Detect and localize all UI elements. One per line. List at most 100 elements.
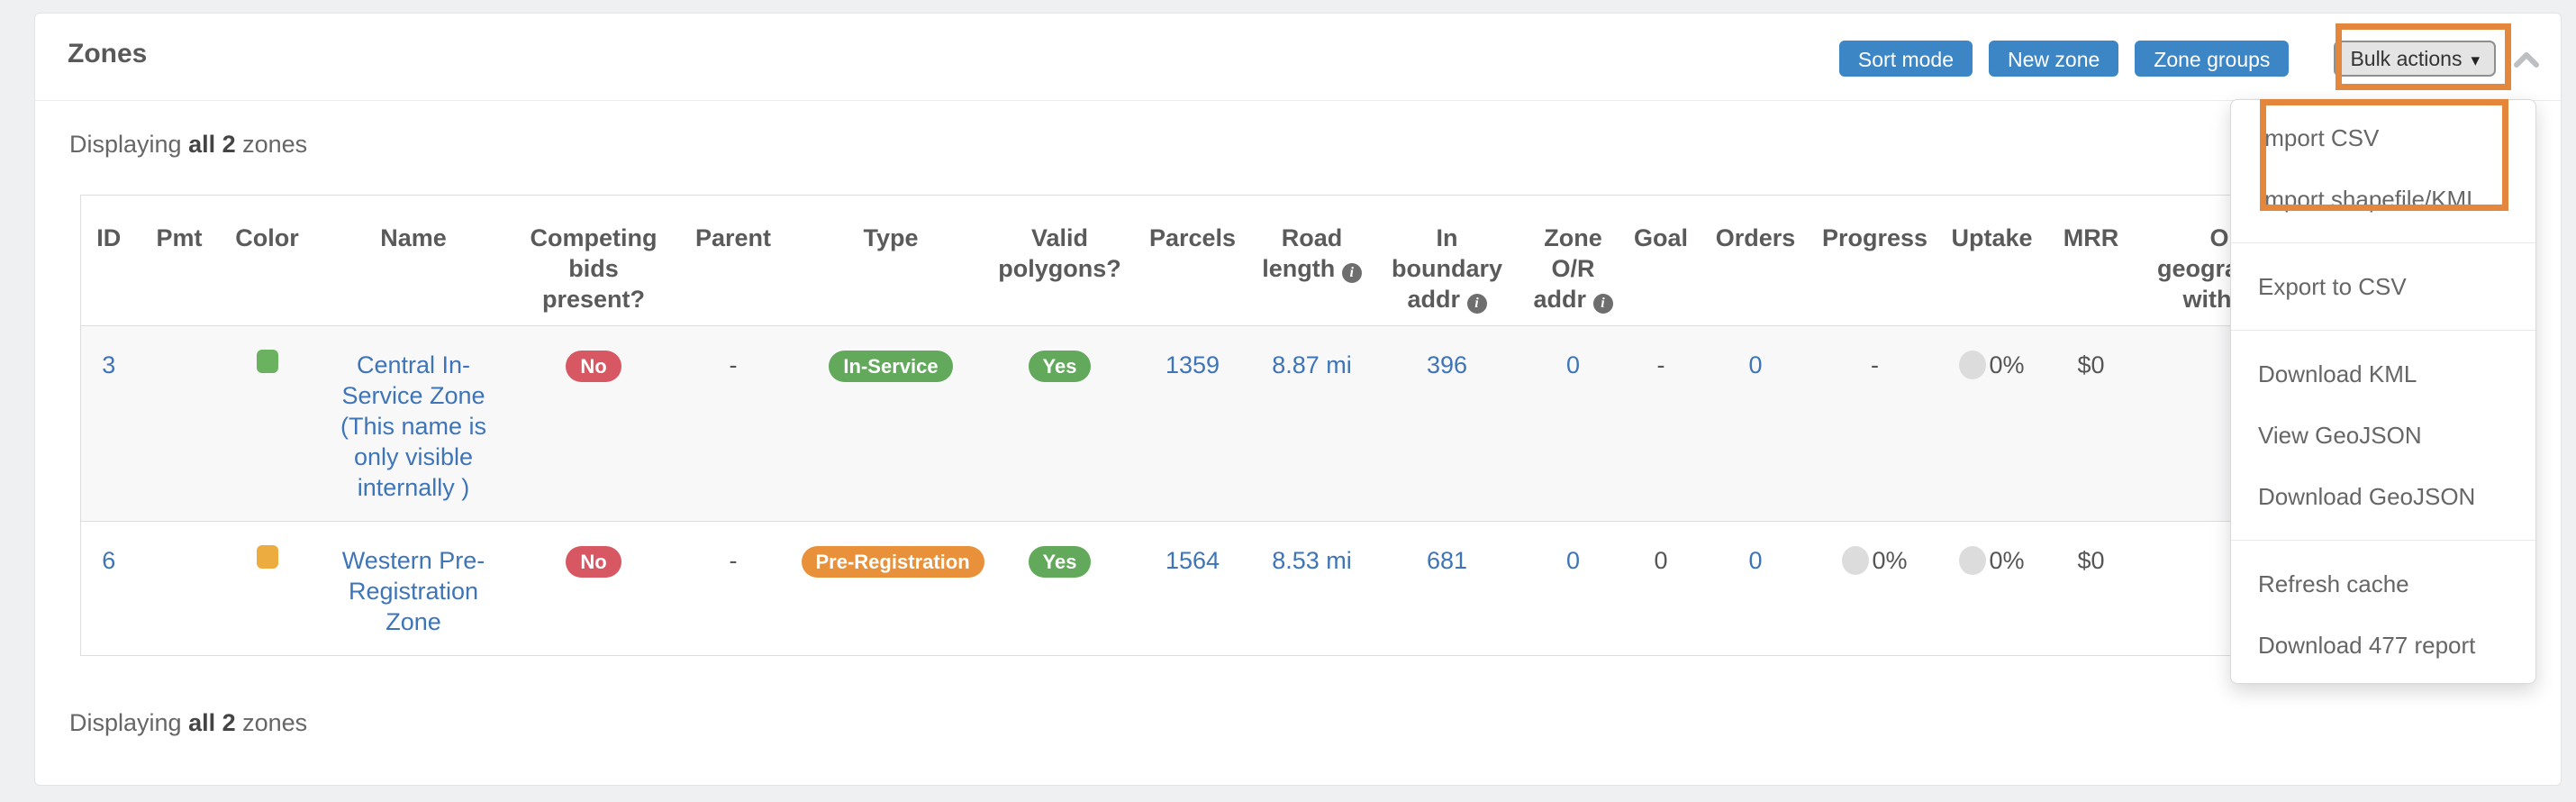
header-label: Uptake: [1951, 224, 2033, 251]
header-label: Competing bids present?: [530, 224, 658, 313]
goal-value: 0: [1654, 547, 1668, 574]
zone-or-addr-link[interactable]: 0: [1565, 351, 1581, 378]
zone-name-link[interactable]: Central In-Service Zone (This name is on…: [340, 351, 487, 501]
header-label: Progress: [1821, 224, 1928, 251]
column-header-parcels: Parcels: [1132, 196, 1254, 326]
cell-parcels: 1564: [1132, 522, 1254, 656]
toolbar: Sort mode New zone Zone groups Bulk acti…: [1838, 41, 2496, 77]
header-label: Type: [863, 224, 919, 251]
cell-color: [222, 522, 313, 656]
bulk-actions-button[interactable]: Bulk actions ▾: [2334, 41, 2496, 77]
column-header-valid-polygons: Valid polygons?: [988, 196, 1132, 326]
zone-id-link[interactable]: 6: [102, 547, 116, 574]
competing-bids-badge: No: [566, 546, 621, 578]
cell-color: [222, 326, 313, 522]
table-row: 3 Central In-Service Zone (This name is …: [80, 325, 2506, 522]
table-header-row: ID Pmt Color Name Competing bids present…: [80, 195, 2506, 326]
mrr-value: $0: [2077, 351, 2105, 378]
header-label: Orders: [1715, 224, 1796, 251]
column-header-id: ID: [81, 196, 137, 326]
orders-link[interactable]: 0: [1748, 547, 1763, 574]
cell-parcels: 1359: [1132, 326, 1254, 522]
zone-groups-button[interactable]: Zone groups: [2135, 41, 2290, 77]
column-header-parent: Parent: [673, 196, 794, 326]
cell-road-length: 8.53 mi: [1254, 522, 1371, 656]
in-boundary-addr-link[interactable]: 396: [1426, 351, 1468, 378]
zones-card: Zones Sort mode New zone Zone groups Bul…: [34, 13, 2562, 786]
cell-pmt: [137, 522, 222, 656]
cell-parent: -: [673, 326, 794, 522]
cell-name: Central In-Service Zone (This name is on…: [313, 326, 515, 522]
displaying-count-top: Displaying all 2 zones: [69, 131, 307, 159]
cell-id: 3: [81, 326, 137, 522]
displaying-count-bottom: Displaying all 2 zones: [69, 709, 307, 737]
column-header-road-length: Road length i: [1254, 196, 1371, 326]
new-zone-button[interactable]: New zone: [1989, 41, 2119, 77]
cell-zone-or-addr: 0: [1524, 326, 1623, 522]
cell-progress: -: [1812, 326, 1938, 522]
menu-group-export: Export to CSV: [2231, 256, 2535, 317]
menu-divider: [2231, 540, 2535, 541]
caret-down-icon: ▾: [2471, 51, 2480, 70]
progress-value: -: [1871, 351, 1879, 378]
table-row: 6 Western Pre-Registration Zone No - Pre…: [80, 521, 2506, 656]
menu-group-downloads: Download KML View GeoJSON Download GeoJS…: [2231, 343, 2535, 527]
menu-item-view-geojson[interactable]: View GeoJSON: [2258, 421, 2422, 449]
progress-value: 0%: [1872, 547, 1908, 574]
info-icon[interactable]: i: [1592, 294, 1613, 314]
cell-orders: 0: [1700, 522, 1812, 656]
competing-bids-badge: No: [566, 351, 621, 382]
header-label: Parcels: [1148, 224, 1237, 251]
cell-competing-bids: No: [515, 522, 673, 656]
parent-value: -: [729, 547, 738, 574]
column-header-type: Type: [794, 196, 988, 326]
menu-item-export-to-csv[interactable]: Export to CSV: [2258, 272, 2407, 300]
road-length-link[interactable]: 8.53 mi: [1272, 547, 1352, 574]
info-icon[interactable]: i: [1341, 263, 1362, 283]
header-label: In boundary addr: [1391, 224, 1502, 313]
column-header-uptake: Uptake: [1938, 196, 2046, 326]
sort-mode-button[interactable]: Sort mode: [1838, 41, 1973, 77]
header-label: Road length: [1262, 224, 1343, 282]
road-length-link[interactable]: 8.87 mi: [1272, 351, 1352, 378]
in-boundary-addr-link[interactable]: 681: [1426, 547, 1468, 574]
zone-name-link[interactable]: Western Pre-Registration Zone: [341, 547, 485, 635]
menu-group-misc: Refresh cache Download 477 report: [2231, 553, 2535, 676]
header-label: Valid polygons?: [998, 224, 1121, 282]
zone-type-badge: In-Service: [829, 351, 953, 382]
cell-uptake: 0%: [1938, 326, 2046, 522]
menu-item-download-geojson[interactable]: Download GeoJSON: [2258, 482, 2476, 510]
valid-polygons-badge: Yes: [1028, 351, 1092, 382]
displaying-suffix: zones: [235, 709, 308, 736]
menu-item-import-shapefile-kml[interactable]: Import shapefile/KML: [2258, 185, 2480, 213]
displaying-suffix: zones: [235, 131, 308, 158]
cell-in-boundary-addr: 396: [1371, 326, 1524, 522]
uptake-circle-icon: [1959, 546, 1987, 575]
header-label: Goal: [1633, 224, 1688, 251]
info-icon[interactable]: i: [1466, 294, 1487, 314]
cell-zone-or-addr: 0: [1524, 522, 1623, 656]
menu-item-import-csv[interactable]: Import CSV: [2258, 123, 2380, 151]
collapse-card-button[interactable]: [2512, 50, 2541, 76]
zone-id-link[interactable]: 3: [102, 351, 116, 378]
bulk-actions-dropdown-menu: Import CSV Import shapefile/KML Export t…: [2230, 99, 2536, 684]
menu-item-download-kml[interactable]: Download KML: [2258, 360, 2417, 387]
cell-mrr: $0: [2046, 522, 2136, 656]
zone-or-addr-link[interactable]: 0: [1565, 547, 1581, 574]
cell-in-boundary-addr: 681: [1371, 522, 1524, 656]
cell-parent: -: [673, 522, 794, 656]
parcels-link[interactable]: 1564: [1165, 547, 1220, 574]
column-header-zone-or-addr: Zone O/R addr i: [1524, 196, 1623, 326]
parcels-link[interactable]: 1359: [1165, 351, 1220, 378]
orders-link[interactable]: 0: [1748, 351, 1763, 378]
menu-item-refresh-cache[interactable]: Refresh cache: [2258, 570, 2409, 597]
cell-pmt: [137, 326, 222, 522]
parent-value: -: [729, 351, 738, 378]
header-label: MRR: [2063, 224, 2119, 251]
header-label: Or geogra withi: [2156, 224, 2238, 313]
column-header-competing-bids: Competing bids present?: [515, 196, 673, 326]
column-header-in-boundary-addr: In boundary addr i: [1371, 196, 1524, 326]
page-title: Zones: [68, 39, 148, 68]
menu-item-download-477-report[interactable]: Download 477 report: [2258, 631, 2476, 659]
header-label: Color: [235, 224, 299, 251]
